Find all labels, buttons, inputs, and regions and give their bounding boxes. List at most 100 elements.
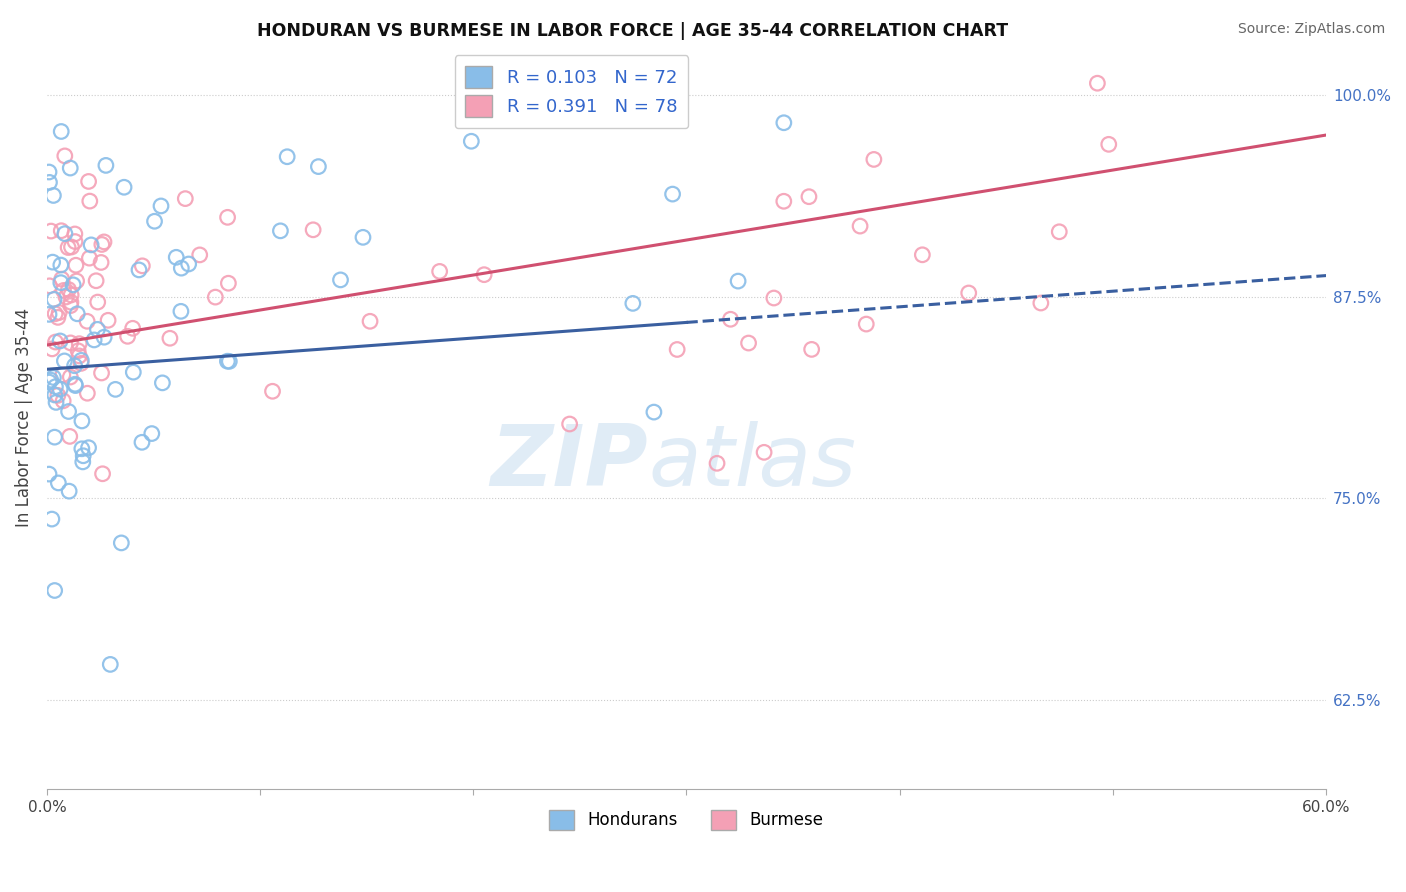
Point [217, 354, 239, 368]
Point [52, 368, 75, 382]
Point [55, 290, 77, 304]
Point [460, 134, 482, 148]
Point [97, 313, 120, 327]
Point [752, 445, 775, 459]
Point [60, 288, 83, 302]
Point [276, 150, 298, 164]
Point [38, 307, 60, 321]
Point [170, 261, 193, 276]
Point [863, 153, 886, 167]
Point [302, 223, 325, 237]
Point [67, 349, 90, 363]
Point [65, 274, 87, 288]
Point [72, 449, 94, 463]
Point [558, 417, 581, 431]
Y-axis label: In Labor Force | Age 35-44: In Labor Force | Age 35-44 [15, 308, 32, 527]
Point [41, 342, 63, 356]
Point [63, 377, 86, 392]
Point [359, 314, 381, 328]
Point [44, 388, 66, 402]
Point [84, 274, 107, 288]
Point [38, 175, 60, 189]
Point [38, 165, 60, 179]
Point [706, 456, 728, 470]
Point [83, 333, 105, 347]
Point [51, 272, 73, 286]
Point [44, 380, 66, 394]
Point [51, 124, 73, 138]
Point [70, 356, 93, 370]
Point [1047, 225, 1070, 239]
Point [49, 334, 72, 348]
Point [797, 190, 820, 204]
Point [70, 21, 93, 35]
Point [429, 264, 451, 278]
Point [38, 375, 60, 389]
Point [79, 251, 101, 265]
Point [58, 484, 80, 499]
Point [59, 429, 82, 443]
Point [45, 395, 67, 409]
Point [98, 657, 121, 672]
Point [38, 278, 60, 293]
Point [911, 248, 934, 262]
Point [957, 285, 980, 300]
Point [48, 305, 70, 319]
Point [1029, 296, 1052, 310]
Point [352, 230, 374, 244]
Point [143, 214, 166, 228]
Point [94, 158, 117, 172]
Point [59, 370, 82, 384]
Point [87, 295, 110, 310]
Point [51, 224, 73, 238]
Point [58, 283, 80, 297]
Point [79, 194, 101, 208]
Point [762, 291, 785, 305]
Point [174, 192, 197, 206]
Text: Source: ZipAtlas.com: Source: ZipAtlas.com [1237, 22, 1385, 37]
Point [42, 370, 65, 384]
Point [53, 354, 76, 368]
Point [90, 255, 112, 269]
Point [63, 235, 86, 249]
Point [262, 384, 284, 399]
Point [661, 187, 683, 202]
Point [152, 376, 174, 390]
Point [44, 307, 66, 321]
Point [56, 240, 79, 254]
Point [59, 295, 82, 310]
Point [46, 388, 69, 402]
Point [204, 290, 226, 304]
Point [150, 199, 173, 213]
Point [104, 383, 127, 397]
Point [53, 149, 76, 163]
Point [62, 277, 84, 292]
Point [121, 321, 143, 335]
Point [86, 322, 108, 336]
Point [117, 329, 139, 343]
Point [217, 211, 239, 225]
Point [122, 365, 145, 379]
Point [141, 426, 163, 441]
Point [67, 336, 90, 351]
Point [93, 330, 115, 344]
Point [44, 334, 66, 349]
Point [188, 248, 211, 262]
Point [48, 475, 70, 490]
Point [72, 455, 94, 469]
Point [49, 382, 72, 396]
Point [49, 276, 72, 290]
Point [217, 277, 239, 291]
Point [53, 227, 76, 241]
Point [77, 441, 100, 455]
Point [90, 366, 112, 380]
Point [76, 386, 98, 401]
Point [42, 293, 65, 307]
Point [170, 304, 193, 318]
Point [70, 353, 93, 368]
Point [38, 467, 60, 481]
Point [800, 343, 823, 357]
Point [46, 310, 69, 325]
Point [77, 174, 100, 188]
Point [177, 257, 200, 271]
